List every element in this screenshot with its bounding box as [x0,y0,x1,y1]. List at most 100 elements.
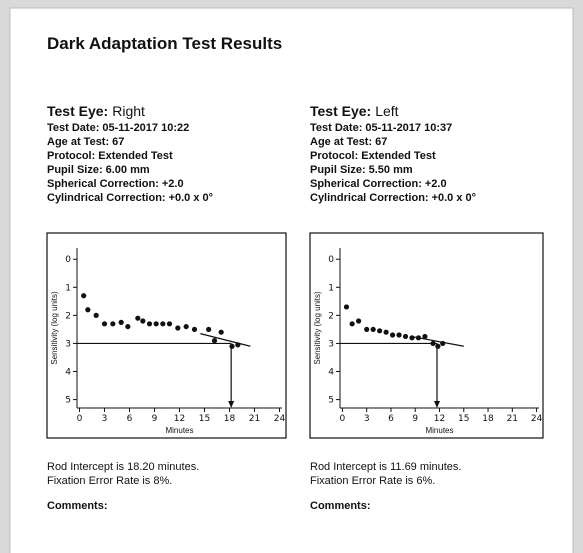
x-axis-label: Minutes [425,426,453,435]
data-point [183,323,189,330]
x-tick-label: 0 [77,414,83,424]
data-point [440,340,446,347]
data-point [135,315,141,321]
data-point [146,321,153,327]
data-point [160,321,166,327]
field-value: 05-11-2017 10:37 [365,122,452,134]
data-point [191,326,198,333]
data-point [235,342,241,348]
test-eye-label: Test Eye: [310,103,371,119]
test-eye: Test Eye: Left [310,103,399,119]
y-tick-label: 2 [65,311,71,321]
field: Cylindrical Correction: +0.0 x 0° [310,192,476,204]
data-point [349,321,355,327]
data-point [81,293,87,299]
field-value: 67 [375,136,387,148]
data-point [389,332,396,338]
data-point [211,338,218,344]
data-point [206,326,212,333]
field: Cylindrical Correction: +0.0 x 0° [47,192,213,204]
fixation-rate: Fixation Error Rate is 6%. [310,475,435,487]
y-tick-label: 1 [328,283,334,293]
x-tick-label: 24 [531,414,543,424]
field: Spherical Correction: +2.0 [310,178,447,190]
field: Protocol: Extended Test [47,150,173,162]
field-label: Age at Test: [310,136,372,148]
data-point [402,333,409,340]
field-value: +0.0 x 0° [169,192,213,204]
data-point [166,321,173,327]
rod-intercept: Rod Intercept is 11.69 minutes. [310,461,461,473]
x-tick-label: 9 [152,414,158,424]
data-point [93,312,99,318]
field-label: Pupil Size: [47,164,103,176]
y-tick-label: 5 [328,396,334,406]
field: Test Date: 05-11-2017 10:37 [310,122,452,134]
x-tick-label: 12 [174,414,185,424]
x-tick-label: 15 [458,414,469,424]
field: Protocol: Extended Test [310,150,436,162]
arrow-head [433,401,440,408]
x-tick-label: 21 [507,414,518,424]
x-tick-label: 6 [388,414,394,424]
fixation-rate: Fixation Error Rate is 8%. [47,475,172,487]
y-axis-label: Sensitivity (log units) [50,291,59,365]
field: Age at Test: 67 [47,136,124,148]
x-tick-label: 6 [127,414,133,424]
field-label: Pupil Size: [310,164,366,176]
x-tick-label: 3 [364,414,370,424]
x-tick-label: 18 [224,414,236,424]
field-value: Extended Test [98,150,173,162]
data-point [175,325,181,331]
data-point [85,307,91,313]
data-point [415,335,422,341]
y-tick-label: 1 [65,283,71,293]
y-tick-label: 3 [65,339,71,349]
x-tick-label: 21 [249,414,260,424]
x-tick-label: 15 [199,414,210,424]
field: Spherical Correction: +2.0 [47,178,184,190]
data-point [430,340,436,347]
field-value: 5.50 mm [369,164,413,176]
data-point [118,319,124,325]
y-tick-label: 4 [65,368,71,378]
fit-line [200,333,251,347]
data-point [140,318,146,324]
y-axis-label: Sensitivity (log units) [313,291,322,365]
data-point [435,343,441,349]
comments: Comments: [310,500,371,512]
arrow-head [228,401,235,408]
field-value: 67 [112,136,124,148]
data-point [343,304,350,310]
field-label: Cylindrical Correction: [47,192,166,204]
field-value: 05-11-2017 10:22 [102,122,189,134]
field-label: Age at Test: [47,136,109,148]
field: Pupil Size: 6.00 mm [47,164,150,176]
field-label: Protocol: [310,150,358,162]
field-value: +0.0 x 0° [432,192,476,204]
field-value: 6.00 mm [106,164,150,176]
y-tick-label: 5 [65,396,71,406]
test-eye-value: Left [375,103,398,119]
test-eye-value: Right [112,103,145,119]
x-tick-label: 12 [434,414,445,424]
x-tick-label: 0 [340,414,346,424]
field-label: Test Date: [310,122,362,134]
data-point [422,333,428,340]
test-eye: Test Eye: Right [47,103,145,119]
field: Test Date: 05-11-2017 10:22 [47,122,189,134]
data-point [101,321,108,327]
x-tick-label: 3 [102,414,108,424]
field-label: Spherical Correction: [47,178,159,190]
chart-frame [46,232,287,439]
data-point [377,328,383,334]
x-tick-label: 18 [482,414,494,424]
data-point [383,329,389,335]
rod-intercept: Rod Intercept is 18.20 minutes. [47,461,199,473]
y-tick-label: 0 [328,255,334,265]
field-label: Spherical Correction: [310,178,422,190]
field-value: +2.0 [425,178,447,190]
y-tick-label: 4 [328,368,334,378]
